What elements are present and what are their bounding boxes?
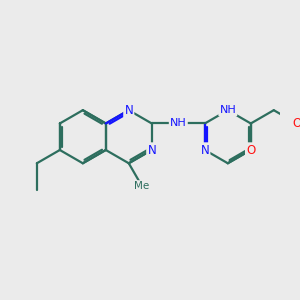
Text: N: N xyxy=(200,143,209,157)
Text: Me: Me xyxy=(134,181,150,191)
Text: NH: NH xyxy=(219,105,236,115)
Text: N: N xyxy=(147,143,156,157)
Text: O: O xyxy=(246,143,255,157)
Text: N: N xyxy=(124,104,133,117)
Text: NH: NH xyxy=(170,118,187,128)
Text: O: O xyxy=(292,117,300,130)
